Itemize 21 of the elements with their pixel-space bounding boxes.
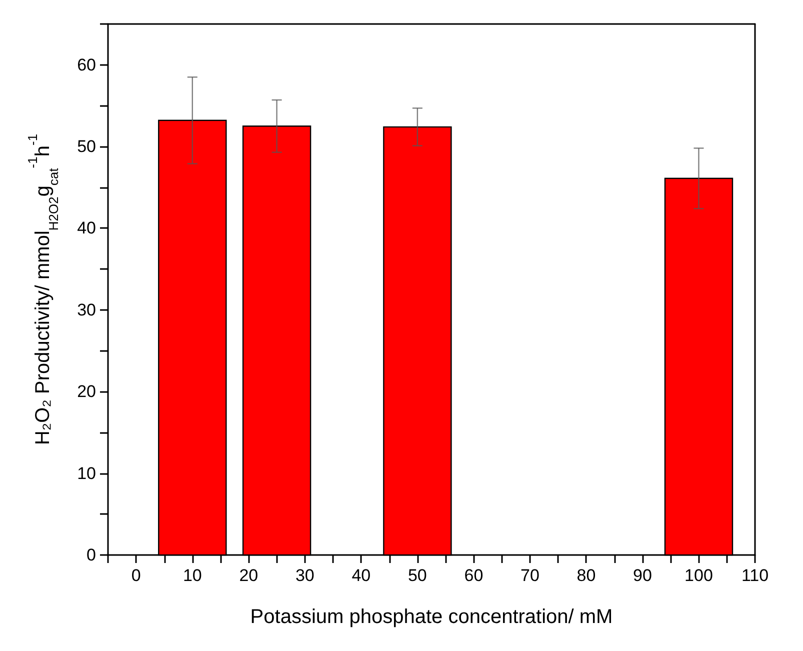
y-tick-label: 20 xyxy=(77,382,96,402)
y-tick-label: 10 xyxy=(77,464,96,483)
x-tick-label: 80 xyxy=(576,566,596,585)
y-tick-label: 40 xyxy=(77,218,96,238)
x-tick-label: 100 xyxy=(684,566,713,585)
y-axis-title: H₂O₂ Productivity/ mmolH2O2gcat-1h-1 xyxy=(25,134,61,446)
x-tick-label: 110 xyxy=(741,566,769,585)
x-tick-label: 60 xyxy=(464,566,484,585)
x-tick-label: 40 xyxy=(352,566,371,585)
y-tick-label: 30 xyxy=(77,300,96,320)
x-tick-label: 10 xyxy=(182,566,202,585)
x-tick-label: 30 xyxy=(295,566,314,585)
y-tick-label: 50 xyxy=(77,137,96,156)
x-tick-label: 50 xyxy=(408,566,427,585)
x-tick-label: 90 xyxy=(633,566,652,585)
y-tick-label: 60 xyxy=(77,55,96,74)
y-tick-label: 0 xyxy=(86,546,96,564)
x-tick-label: 70 xyxy=(520,566,540,585)
x-tick-label: 0 xyxy=(131,566,141,585)
x-tick-label: 20 xyxy=(239,566,258,585)
x-axis-title: Potassium phosphate concentration/ mM xyxy=(250,606,613,628)
